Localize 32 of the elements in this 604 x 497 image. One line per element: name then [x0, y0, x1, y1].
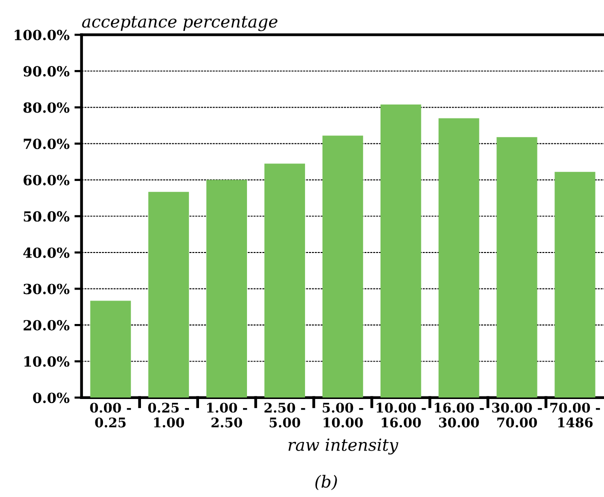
bar [322, 136, 364, 398]
x-tick-label: 70.00 - 1486 [550, 402, 600, 428]
x-tick-label: 5.00 - 10.00 [322, 402, 364, 428]
y-tick-label: 30.0% [24, 284, 70, 294]
y-tick-label: 60.0% [24, 174, 70, 186]
bar [438, 118, 480, 398]
x-tick-label: 30.00 - 70.00 [492, 402, 542, 428]
text: (b) [315, 474, 337, 490]
y-tick-label: 20.0% [24, 320, 70, 331]
bar [206, 180, 247, 398]
x-tick-label: 1.00 - 2.50 [207, 402, 248, 428]
y-tick-label: 0.0% [33, 392, 70, 404]
y-tick-label: 50.0% [24, 211, 70, 222]
y-tick-label: 80.0% [23, 102, 70, 113]
y-tick-label: 10.0% [24, 356, 70, 367]
y-tick-label: 90.0% [23, 66, 70, 77]
x-tick-label: 16.00 - 30.00 [434, 402, 484, 428]
x-tick-label: 0.00 - 0.25 [90, 402, 131, 428]
bar [264, 164, 306, 398]
bar [90, 300, 131, 398]
y-axis-title: acceptance percentage [82, 16, 278, 32]
bar [148, 192, 189, 398]
x-tick-label: 10.00 - 16.00 [376, 402, 426, 428]
bar [496, 137, 538, 398]
bar [380, 104, 422, 398]
y-tick-label: 70.0% [24, 138, 70, 150]
x-axis-title: raw intensity [288, 438, 398, 454]
x-tick-label: 2.50 - 5.00 [264, 402, 306, 428]
y-tick-label: 40.0% [23, 247, 70, 258]
y-tick-label: 100.0% [14, 30, 70, 40]
x-tick-label: 0.25 - 1.00 [148, 402, 190, 428]
bar [554, 172, 596, 398]
